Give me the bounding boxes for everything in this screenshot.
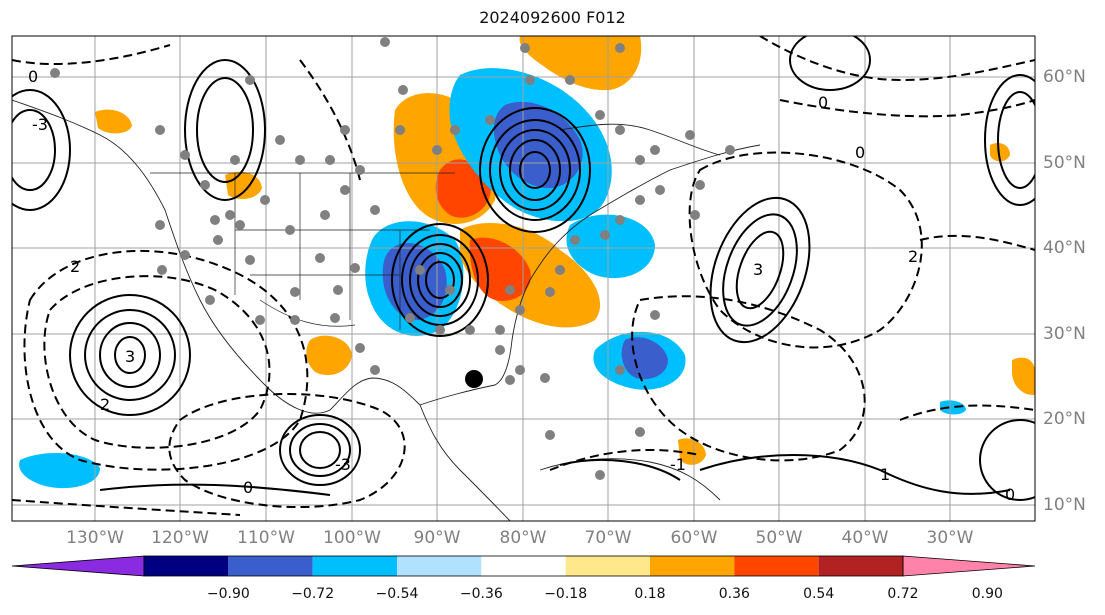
positive-anomaly-region	[990, 143, 1010, 162]
colorbar-tick-label: −0.90	[206, 586, 250, 602]
longitude-label: 30°W	[926, 528, 974, 548]
positive-anomaly-region	[225, 171, 262, 200]
colorbar-tick-label: −0.72	[291, 586, 335, 602]
latitude-label: 20°N	[1043, 409, 1086, 429]
positive-anomaly-region	[306, 335, 352, 376]
colorbar-tick-label: −0.54	[375, 586, 419, 602]
negative-anomaly-region	[940, 400, 966, 415]
colorbar-cell	[228, 556, 313, 576]
longitude-label: 70°W	[584, 528, 632, 548]
longitude-label: 130°W	[66, 528, 124, 548]
colorbar-tick-label: 0.90	[971, 586, 1003, 602]
station-markers	[50, 37, 735, 480]
colorbar-cell	[734, 556, 819, 576]
colorbar-tick-label: 0.72	[887, 586, 919, 602]
latitude-label: 10°N	[1043, 495, 1086, 515]
contour-label: 0	[855, 143, 865, 162]
colorbar	[11, 555, 1036, 577]
contour-label: 0	[28, 67, 38, 86]
longitude-label: 50°W	[755, 528, 803, 548]
longitude-label: 80°W	[499, 528, 547, 548]
map-frame	[11, 35, 1036, 522]
longitude-label: 40°W	[841, 528, 889, 548]
colorbar-cell	[144, 556, 229, 576]
positive-contours	[12, 36, 1035, 501]
negative-contours	[12, 36, 1035, 516]
latitude-label: 30°N	[1043, 324, 1086, 344]
marked-point	[465, 370, 483, 388]
colorbar-tick-label: −0.36	[459, 586, 503, 602]
contour-label: 3	[753, 260, 763, 279]
political-borders	[150, 172, 455, 330]
colorbar-extend-low	[11, 555, 145, 577]
longitude-label: 90°W	[413, 528, 461, 548]
positive-anomaly-core	[469, 237, 531, 301]
contour-label-group: 3 2 0 -3 3 1 0 0 0 2 -1 2 0 -3	[28, 67, 1015, 504]
colorbar-cell	[565, 556, 650, 576]
chart-title: 2024092600 F012	[479, 8, 626, 27]
contour-label: 0	[243, 478, 253, 497]
colorbar-tick-label: −0.18	[544, 586, 588, 602]
contour-label: 0	[1005, 485, 1015, 504]
contour-label: 2	[70, 257, 80, 276]
contour-label: -3	[32, 115, 48, 134]
contour-label: 2	[908, 247, 918, 266]
latitude-label: 50°N	[1043, 153, 1086, 173]
contour-label: -3	[335, 455, 351, 474]
latitude-label: 40°N	[1043, 238, 1086, 258]
longitude-label: 120°W	[151, 528, 209, 548]
positive-anomaly-region	[95, 109, 132, 134]
positive-anomaly-region	[678, 438, 706, 465]
colorbar-tick-label: 0.54	[803, 586, 835, 602]
colorbar-cell	[818, 556, 903, 576]
contour-label: 0	[818, 93, 828, 112]
colorbar-frame	[143, 555, 904, 577]
negative-anomaly-core	[382, 242, 447, 320]
colorbar-tick-label: 0.18	[634, 586, 666, 602]
colorbar-tick-label: 0.36	[718, 586, 750, 602]
colorbar-cell	[481, 556, 566, 576]
colorbar-cell	[650, 556, 735, 576]
contour-label: 1	[880, 465, 890, 484]
contour-label: -1	[670, 455, 686, 474]
negative-anomaly-region	[566, 214, 655, 279]
map-plot: 3 2 0 -3 3 1 0 0 0 2 -1 2 0 -3	[11, 35, 1036, 522]
contour-label: 3	[125, 347, 135, 366]
longitude-label: 110°W	[237, 528, 295, 548]
longitude-label: 60°W	[670, 528, 718, 548]
contour-label: 2	[100, 395, 110, 414]
positive-anomaly-region	[1012, 357, 1035, 396]
negative-anomaly-region	[19, 453, 101, 489]
colorbar-cell	[312, 556, 397, 576]
colorbar-extend-high	[902, 555, 1036, 577]
colorbar-cell	[397, 556, 482, 576]
latitude-label: 60°N	[1043, 67, 1086, 87]
anomaly-shading	[19, 36, 1035, 489]
longitude-label: 100°W	[323, 528, 381, 548]
